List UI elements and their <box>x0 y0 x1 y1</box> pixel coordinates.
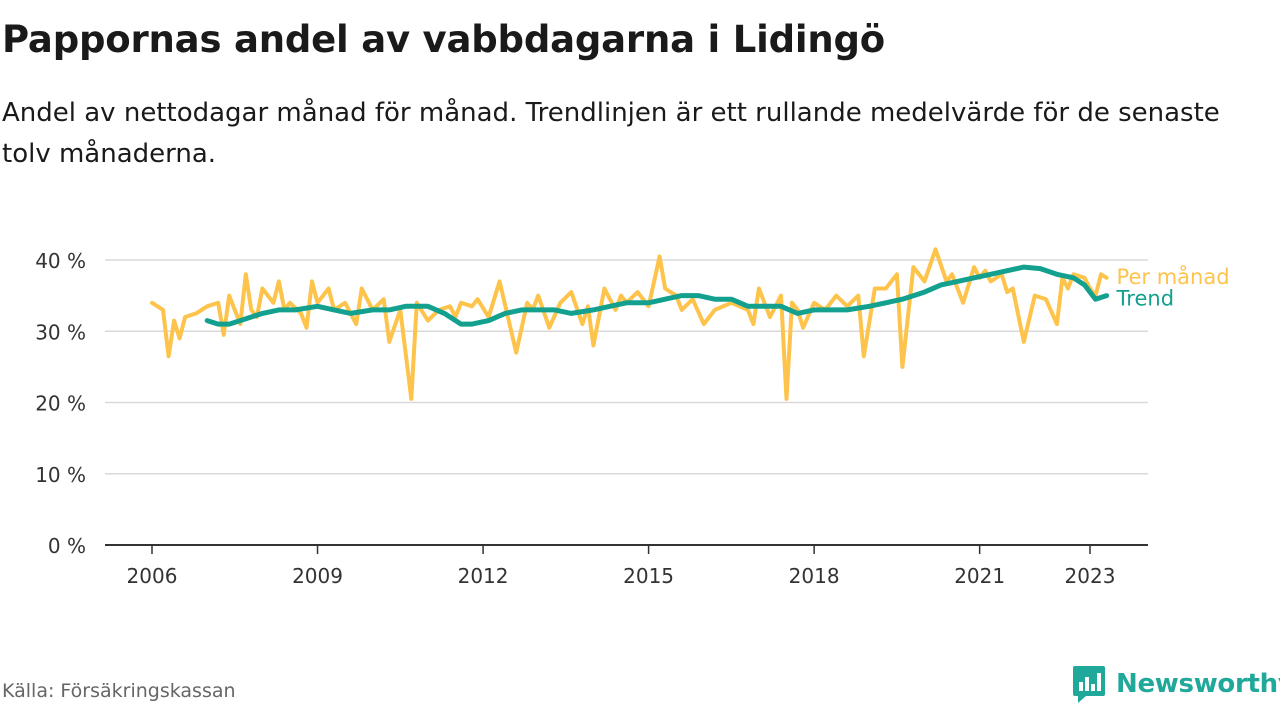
y-axis-tick-labels: 0 % 10 % 20 % 30 % 40 % <box>35 249 86 558</box>
series-line-per-manad <box>150 247 1109 401</box>
chart-title: Pappornas andel av vabbdagarna i Lidingö <box>2 18 885 61</box>
newsworthy-logo-icon <box>1073 666 1105 703</box>
x-tick-label: 2009 <box>292 564 343 588</box>
brand-logo[interactable]: Newsworthy <box>1072 664 1280 704</box>
x-tick-label: 2023 <box>1065 564 1116 588</box>
source-note: Källa: Försäkringskassan <box>2 680 236 702</box>
y-tick-label: 20 % <box>35 392 86 416</box>
series-label-trend: Trend <box>1116 287 1174 311</box>
series-line-trend <box>204 264 1110 327</box>
y-tick-label: 0 % <box>48 534 86 558</box>
grid-lines <box>105 259 1148 475</box>
x-tick-label: 2021 <box>954 564 1005 588</box>
y-tick-label: 10 % <box>35 463 86 487</box>
x-tick-label: 2006 <box>127 564 178 588</box>
x-axis-ticks: 2006 2009 2012 2015 2018 2021 2023 <box>105 544 1148 588</box>
x-tick-label: 2018 <box>789 564 840 588</box>
chart-subtitle: Andel av nettodagar månad för månad. Tre… <box>2 98 1220 169</box>
x-tick-label: 2015 <box>623 564 674 588</box>
x-tick-label: 2012 <box>458 564 509 588</box>
brand-name: Newsworthy <box>1116 669 1280 699</box>
y-tick-label: 30 % <box>35 320 86 344</box>
series-label-per-manad: Per månad <box>1117 264 1230 289</box>
y-tick-label: 40 % <box>35 249 86 273</box>
series-lines <box>150 247 1110 401</box>
